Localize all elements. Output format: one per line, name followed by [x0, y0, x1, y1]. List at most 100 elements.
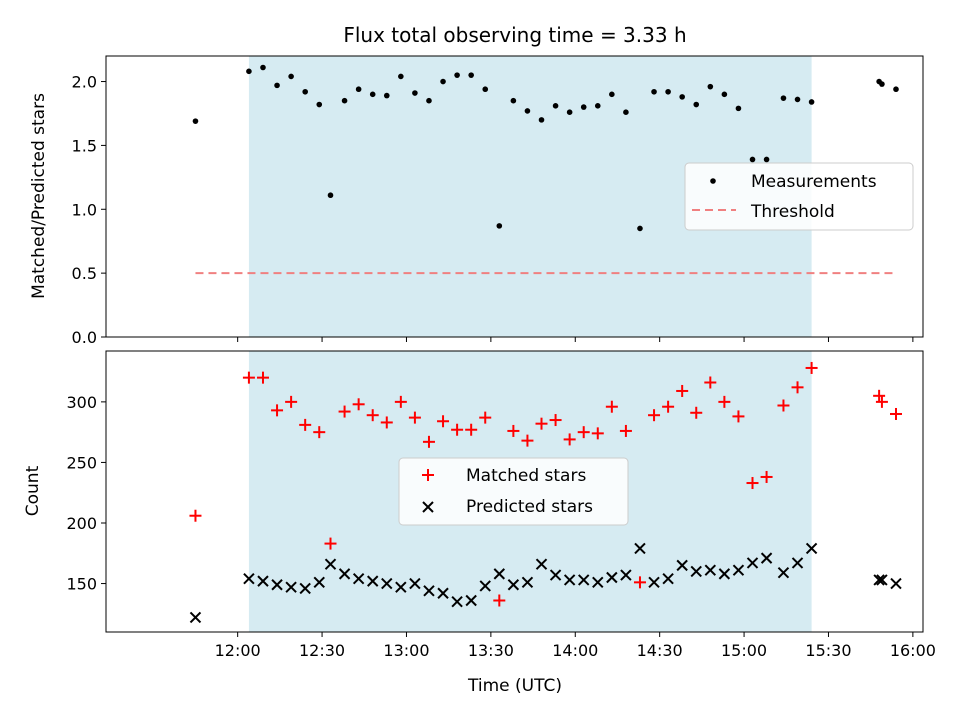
top-panel: 0.00.51.01.52.0 Matched/Predicted stars …	[29, 55, 924, 347]
measurement-point	[260, 64, 266, 71]
predicted-stars-point	[760, 552, 773, 564]
measurement-point	[274, 82, 280, 89]
y-tick-label: 1.0	[72, 200, 97, 219]
measurement-point	[679, 94, 685, 100]
predicted-stars-point	[620, 569, 632, 581]
matched-stars-point	[718, 395, 731, 408]
measurement-point	[794, 96, 801, 103]
predicted-stars-point	[313, 576, 325, 589]
measurement-point	[808, 99, 815, 105]
predicted-stars-point	[746, 557, 759, 569]
measurement-point	[302, 88, 308, 95]
predicted-stars-point	[890, 577, 902, 590]
matched-stars-point	[352, 398, 365, 411]
matched-stars-point	[465, 423, 478, 436]
measurement-point	[735, 105, 742, 112]
predicted-stars-point	[381, 577, 393, 590]
predicted-stars-point	[606, 571, 618, 584]
measurement-point	[327, 192, 334, 199]
measurement-point	[482, 86, 489, 93]
x-tick-label: 12:00	[215, 641, 261, 660]
predicted-stars-point	[704, 564, 717, 576]
matched-stars-point	[690, 406, 703, 419]
predicted-stars-point	[662, 572, 674, 585]
legend-marker-predicted	[422, 501, 434, 513]
predicted-stars-point	[395, 581, 407, 593]
predicted-stars-point	[493, 568, 506, 580]
predicted-stars-point	[634, 542, 646, 555]
y-tick-label: 0.0	[72, 328, 97, 347]
matched-stars-point	[732, 410, 745, 423]
measurement-point	[454, 72, 460, 78]
y-tick-label: 1.5	[72, 136, 97, 155]
x-axis-label: Time (UTC)	[467, 676, 562, 696]
measurement-point	[637, 225, 643, 232]
predicted-stars-point	[257, 575, 269, 587]
measurement-point	[510, 97, 517, 104]
matched-stars-point	[746, 477, 759, 490]
measurement-point	[192, 118, 199, 124]
matched-stars-point	[704, 376, 717, 389]
predicted-stars-point	[423, 585, 435, 597]
y-tick-label: 200	[66, 514, 97, 533]
x-tick-label: 13:30	[468, 641, 514, 660]
measurement-point	[763, 156, 770, 163]
predicted-stars-point	[338, 568, 351, 580]
matched-stars-point	[889, 407, 902, 420]
measurement-point	[383, 92, 390, 99]
x-tick-label: 13:00	[383, 641, 429, 660]
matched-stars-point	[521, 434, 534, 447]
predicted-stars-point	[324, 558, 337, 570]
x-tick-label: 15:30	[805, 641, 851, 660]
measurement-point	[524, 108, 531, 114]
matched-stars-point	[451, 423, 464, 436]
chart-title: Flux total observing time = 3.33 h	[343, 23, 686, 47]
matched-stars-point	[285, 395, 298, 408]
y-tick-label: 150	[66, 575, 97, 594]
measurement-point	[538, 117, 545, 123]
y-tick-label: 0.5	[72, 264, 97, 283]
predicted-stars-point	[676, 559, 688, 572]
predicted-stars-point	[465, 594, 477, 607]
matched-stars-point	[256, 371, 269, 384]
matched-stars-point	[271, 404, 284, 417]
matched-stars-point	[549, 414, 562, 427]
matched-stars-point	[805, 361, 818, 374]
predicted-stars-point	[521, 576, 534, 589]
measurement-point	[707, 83, 714, 90]
bottom-legend: Matched stars Predicted stars	[398, 457, 629, 526]
measurement-point	[693, 101, 700, 108]
matched-stars-point	[299, 418, 312, 431]
predicted-stars-point	[479, 580, 491, 592]
matched-stars-point	[394, 395, 407, 408]
bottom-panel: 150 200 250 300 12:00 12:30 13:00 13:30 14:00 14:…	[23, 350, 936, 696]
matched-stars-point	[408, 411, 421, 424]
measurement-point	[246, 68, 252, 75]
measurement-point	[893, 86, 899, 93]
predicted-stars-point	[592, 576, 604, 589]
measurement-point	[594, 103, 601, 109]
measurement-point	[468, 72, 474, 78]
predicted-stars-point	[549, 569, 562, 581]
matched-stars-point	[366, 409, 379, 422]
predicted-stars-point	[299, 582, 311, 595]
measurement-point	[665, 88, 671, 95]
bottom-axes-frame	[105, 350, 924, 633]
predicted-stars-point	[578, 574, 590, 586]
matched-stars-point	[591, 427, 604, 440]
matched-stars-point	[507, 424, 520, 437]
predicted-stars-point	[437, 587, 449, 599]
predicted-stars-point	[507, 579, 520, 591]
y-tick-label: 300	[66, 393, 97, 412]
measurement-point	[426, 97, 432, 104]
measurement-point	[440, 78, 446, 85]
matched-stars-point	[437, 415, 450, 428]
matched-stars-point	[875, 395, 888, 408]
matched-stars-point	[777, 399, 790, 412]
measurement-point	[496, 223, 503, 229]
predicted-stars-point	[366, 575, 379, 587]
matched-stars-point	[493, 594, 506, 607]
matched-stars-point	[313, 426, 326, 439]
predicted-stars-point	[285, 581, 297, 593]
